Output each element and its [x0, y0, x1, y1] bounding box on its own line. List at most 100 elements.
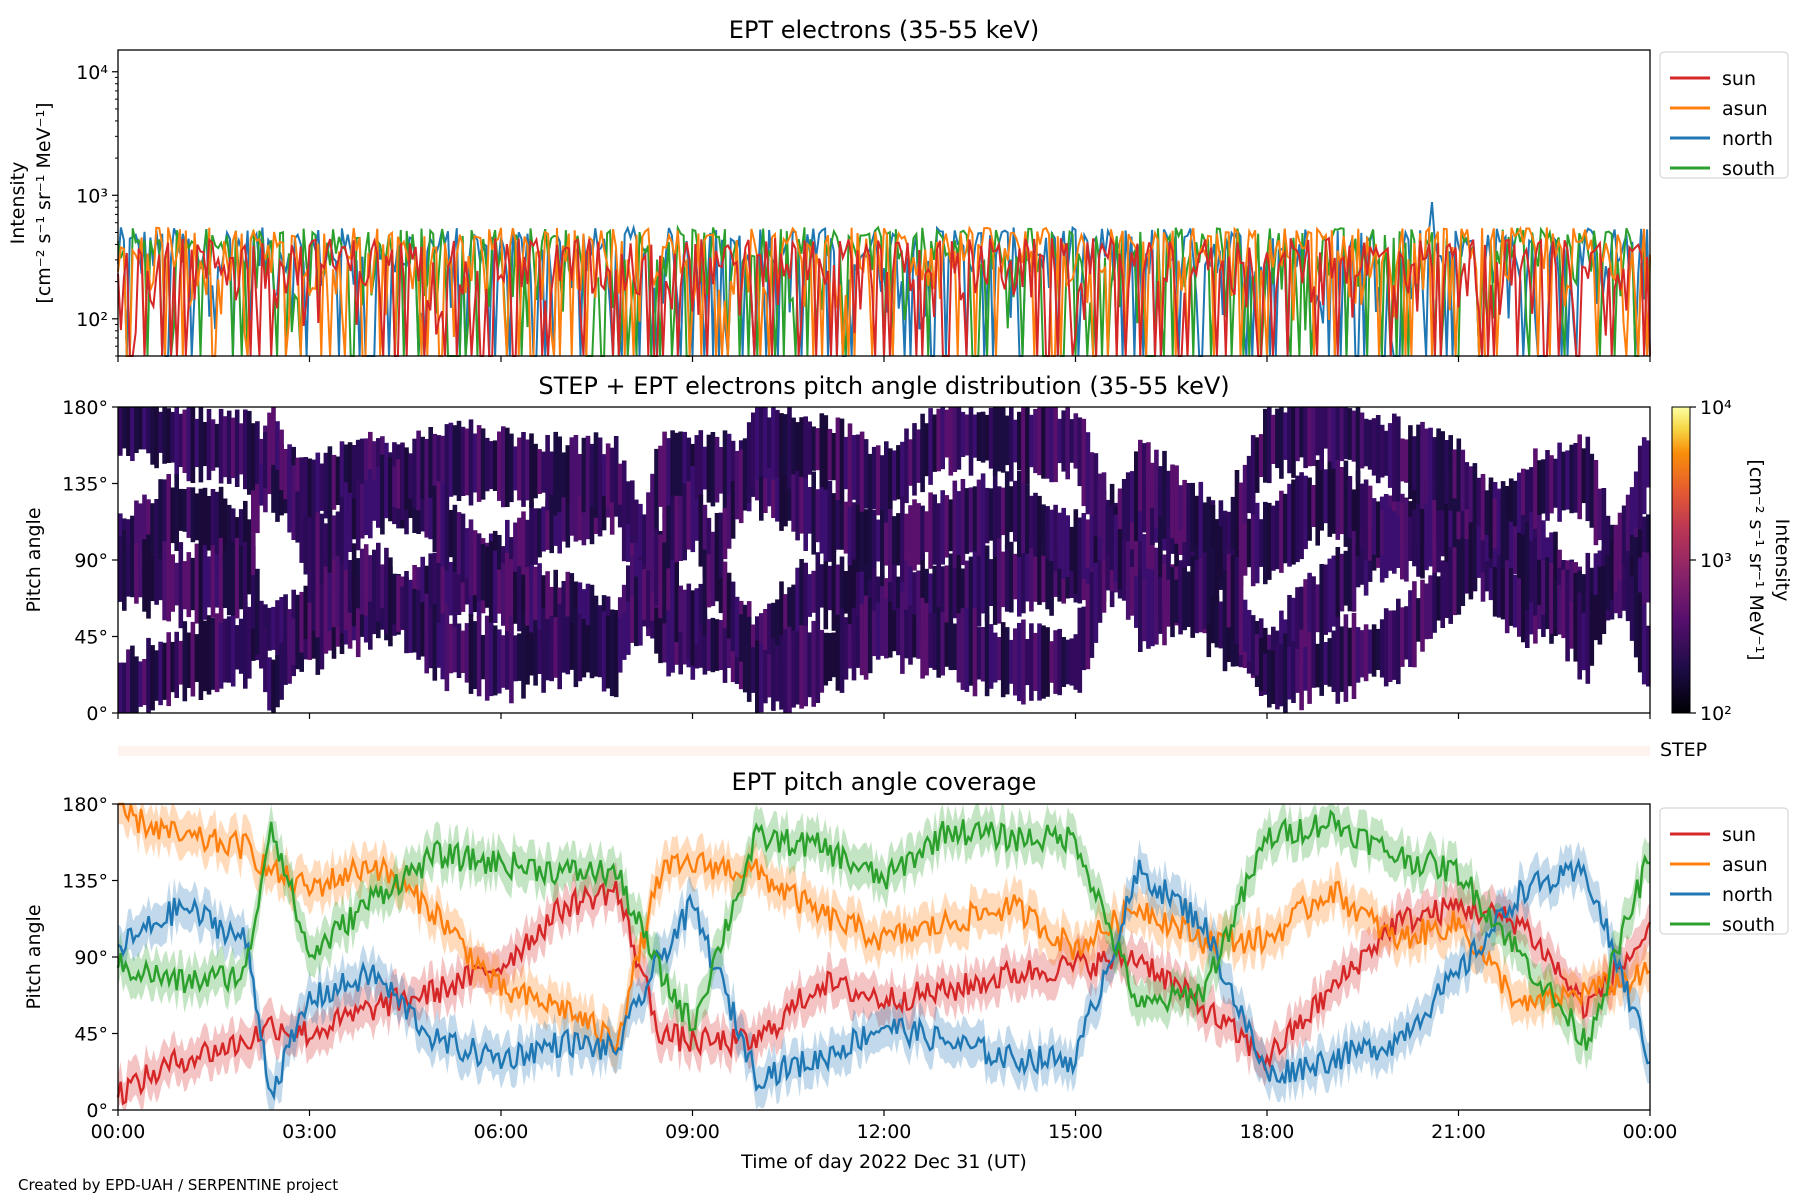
pad-cell-sun: [1529, 499, 1534, 576]
pad-cell-north: [718, 555, 724, 614]
pad-cell-north: [706, 517, 712, 586]
pad-cell-sun: [1637, 519, 1643, 574]
pad-cell-asun: [247, 410, 252, 495]
pad-cell-asun: [779, 452, 784, 531]
pad-cell-south: [924, 423, 929, 477]
pad-cell-sun: [513, 522, 518, 589]
pad-cell-sun: [521, 511, 526, 585]
pad-cell-sun: [1138, 522, 1143, 599]
pad-cell-asun: [831, 493, 837, 553]
pad-cell-sun: [1041, 543, 1046, 603]
colorbar-label-line1: Intensity: [1771, 519, 1793, 602]
pad-cell-south: [710, 531, 716, 607]
pad-cell-north: [827, 632, 833, 681]
pad-cell-north: [509, 615, 514, 704]
pad-cell-north: [964, 608, 970, 692]
pad-cell-sun: [626, 500, 631, 562]
pad-cell-sun: [222, 618, 228, 683]
pad-cell-sun: [767, 603, 772, 663]
pad-cell-sun: [811, 570, 816, 613]
pad-cell-south: [456, 420, 462, 501]
pad-cell-south: [1537, 559, 1542, 605]
pad-cell-sun: [1641, 516, 1647, 567]
pad-cell-sun: [771, 602, 776, 656]
legend-label-sun: sun: [1722, 68, 1756, 90]
pad-cell-south: [178, 542, 184, 629]
pad-cell-asun: [275, 433, 280, 522]
pad-cell-south: [755, 407, 760, 481]
pad-cell-south: [654, 528, 659, 606]
pad-cell-asun: [295, 457, 300, 516]
pad-cell-north: [952, 623, 958, 670]
pad-cell-south: [1013, 419, 1018, 463]
pad-cell-asun: [1041, 504, 1046, 556]
pad-cell-south: [738, 449, 744, 524]
pad-cell-north: [1319, 633, 1324, 696]
pad-cell-north: [843, 617, 849, 680]
pad-cell-asun: [1307, 477, 1312, 541]
pad-cell-north: [1009, 639, 1014, 684]
pad-cell-north: [779, 635, 784, 710]
colorbar: [1671, 406, 1691, 714]
pad-cell-south: [440, 435, 446, 482]
pad-cell-south: [573, 435, 579, 515]
pad-cell-sun: [710, 617, 716, 673]
pad-cell-north: [1549, 455, 1554, 514]
pad-cell-north: [948, 621, 954, 671]
pad-cell-north: [1069, 638, 1075, 686]
pad-cell-sun: [617, 482, 623, 528]
pad-cell-south: [1275, 408, 1280, 469]
y-tick-label: 90°: [74, 947, 108, 969]
pad-cell-north: [775, 645, 780, 702]
pad-cell-south: [460, 426, 466, 496]
pad-cell-sun: [1646, 514, 1651, 560]
pad-cell-south: [1303, 407, 1308, 469]
pad-cell-north: [287, 619, 292, 684]
pad-cell-south: [1484, 490, 1490, 535]
pad-cell-south: [1117, 529, 1123, 590]
pad-cell-north: [150, 503, 155, 555]
pad-cell-north: [1637, 592, 1643, 673]
pad-cell-south: [1383, 430, 1389, 476]
pad-cell-sun: [702, 615, 708, 675]
pad-cell-asun: [1404, 498, 1409, 582]
pad-cell-sun: [875, 576, 881, 626]
pad-cell-sun: [347, 592, 353, 649]
pad-cell-north: [1267, 649, 1272, 708]
pad-cell-north: [1234, 568, 1240, 645]
pad-cell-south: [126, 545, 131, 597]
pad-cell-asun: [1512, 574, 1518, 628]
pad-cell-south: [1129, 566, 1135, 616]
pad-cell-south: [1351, 410, 1357, 462]
pad-cell-north: [803, 625, 808, 707]
pad-cell-south: [1057, 418, 1062, 464]
pad-cell-asun: [1150, 486, 1155, 545]
pad-cell-north: [1646, 625, 1651, 687]
pad-cell-south: [1464, 462, 1470, 510]
pad-heatmap-cells: [118, 407, 1651, 713]
pad-cell-north: [335, 555, 341, 627]
pad-cell-south: [948, 407, 954, 476]
pad-cell-south: [1476, 477, 1482, 526]
pad-cell-north: [855, 616, 861, 668]
pad-cell-sun: [940, 566, 945, 624]
pad-cell-asun: [1569, 561, 1574, 635]
pad-cell-south: [795, 422, 800, 471]
pad-cell-asun: [130, 407, 135, 461]
pad-cell-south: [988, 407, 994, 469]
x-tick-label: 21:00: [1431, 1121, 1486, 1143]
pad-cell-asun: [783, 462, 788, 527]
pad-cell-asun: [1004, 471, 1010, 550]
pad-cell-asun: [1355, 470, 1361, 556]
pad-cell-north: [347, 560, 353, 613]
pad-cell-north: [1246, 609, 1252, 662]
pad-cell-asun: [1158, 490, 1163, 551]
pad-cell-north: [1226, 547, 1232, 628]
pad-cell-north: [904, 609, 909, 659]
pad-cell-sun: [130, 645, 135, 713]
pad-cell-asun: [251, 423, 256, 491]
pad-cell-north: [1597, 488, 1603, 541]
pad-cell-north: [513, 635, 518, 682]
pad-cell-north: [593, 623, 599, 677]
